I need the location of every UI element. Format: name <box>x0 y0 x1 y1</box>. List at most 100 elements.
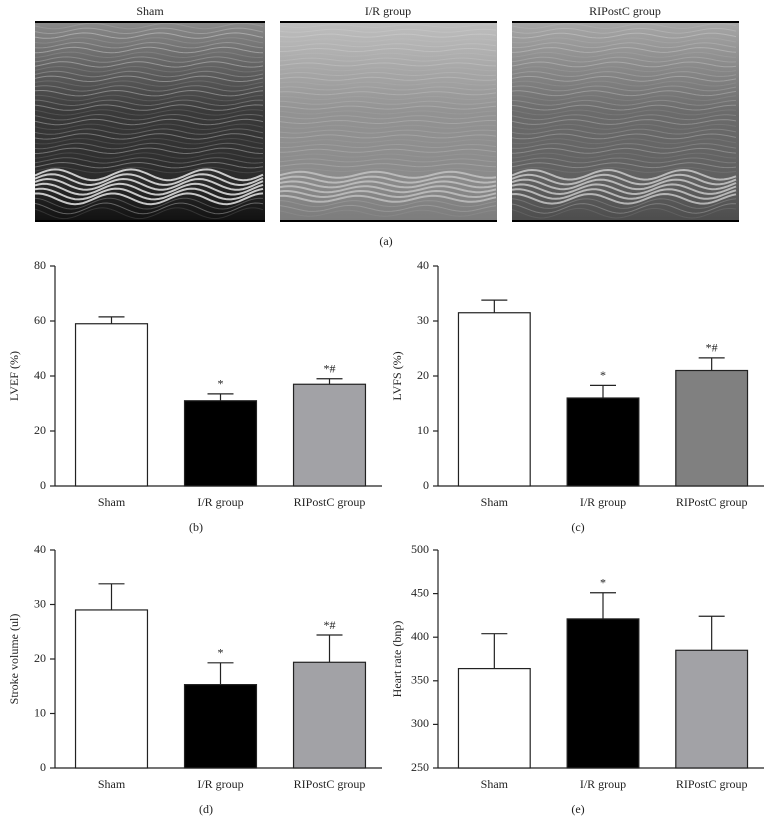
echo-trace <box>511 56 737 63</box>
x-tick-label: RIPostC group <box>294 777 366 791</box>
echo-trace <box>511 162 737 169</box>
echo-trace <box>511 90 737 97</box>
x-tick-label: RIPostC group <box>676 777 748 791</box>
echo-trace <box>279 129 497 134</box>
echo-trace <box>511 138 737 145</box>
echo-trace <box>511 192 737 205</box>
echo-trace <box>34 168 264 182</box>
bar <box>292 383 367 487</box>
echo-trace <box>34 75 264 83</box>
x-tick-label: I/R group <box>197 777 243 791</box>
x-tick-label: RIPostC group <box>294 495 366 509</box>
echo-trace <box>511 114 737 121</box>
bar <box>183 684 258 769</box>
echo-trace <box>279 163 497 168</box>
y-tick-label: 20 <box>34 651 46 665</box>
echo-trace <box>34 177 264 191</box>
echo-trace <box>279 115 496 120</box>
x-tick-label: Sham <box>98 777 126 791</box>
y-tick-label: 40 <box>34 542 46 556</box>
echo-trace <box>279 209 497 217</box>
annotation: * <box>600 368 606 382</box>
echo-trace <box>279 43 497 48</box>
echo-image <box>280 22 497 222</box>
echo-trace <box>34 56 264 63</box>
caption: (b) <box>189 520 203 534</box>
echo-trace <box>279 105 497 110</box>
echo-trace <box>511 123 737 130</box>
echo-trace <box>279 52 497 57</box>
echo-trace <box>34 173 264 187</box>
y-axis-label: LVEF (%) <box>7 351 21 401</box>
echo-trace <box>511 167 737 173</box>
echo-trace <box>511 178 737 191</box>
x-tick-label: Sham <box>481 777 509 791</box>
x-tick-label: Sham <box>98 495 126 509</box>
echo-trace <box>511 71 737 77</box>
y-tick-label: 300 <box>411 716 429 730</box>
echo-trace <box>511 152 737 159</box>
echo-trace <box>511 157 737 164</box>
echo-trace <box>279 189 497 199</box>
echo-trace <box>34 41 264 49</box>
echo-trace <box>34 118 264 126</box>
echo-trace <box>34 182 264 196</box>
echo-trace <box>279 28 497 33</box>
x-tick-label: I/R group <box>580 495 626 509</box>
echo-trace <box>34 65 264 73</box>
y-tick-label: 0 <box>423 478 429 492</box>
echo-trace <box>279 23 497 28</box>
x-tick-label: I/R group <box>197 495 243 509</box>
echo-trace <box>34 37 264 44</box>
caption: (a) <box>379 234 392 248</box>
y-tick-label: 350 <box>411 673 429 687</box>
y-tick-label: 500 <box>411 542 429 556</box>
annotation: * <box>218 377 224 391</box>
echo-image <box>512 22 739 222</box>
caption: (c) <box>571 520 584 534</box>
echo-trace <box>279 194 497 203</box>
echo-trace <box>34 157 264 164</box>
echo-trace <box>34 46 264 54</box>
echo-trace <box>279 48 497 53</box>
echo-trace <box>511 188 737 200</box>
x-tick-label: I/R group <box>580 777 626 791</box>
echo-trace <box>279 91 497 96</box>
bar <box>292 661 367 769</box>
echo-trace <box>511 147 737 154</box>
y-tick-label: 10 <box>34 705 46 719</box>
annotation: *# <box>706 341 718 355</box>
y-tick-label: 20 <box>417 368 429 382</box>
echo-trace <box>34 161 264 169</box>
bar <box>566 397 640 487</box>
echo-trace <box>279 148 497 153</box>
y-tick-label: 30 <box>417 313 429 327</box>
echo-trace <box>279 139 497 144</box>
echo-trace <box>279 175 497 184</box>
echo-trace <box>279 62 497 67</box>
bar <box>74 323 149 487</box>
echo-trace <box>34 80 264 87</box>
y-tick-label: 40 <box>417 258 429 272</box>
echo-trace <box>34 133 264 140</box>
echo-trace <box>511 99 737 106</box>
echo-trace <box>34 128 264 135</box>
echo-trace <box>279 204 497 212</box>
echo-trace <box>279 71 497 76</box>
echo-trace <box>279 180 497 189</box>
y-tick-label: 30 <box>34 596 46 610</box>
echo-trace <box>511 119 737 125</box>
y-tick-label: 250 <box>411 760 429 774</box>
echo-trace <box>34 142 264 150</box>
echo-trace <box>279 67 497 72</box>
echo-trace <box>279 76 497 81</box>
echo-trace <box>34 32 264 39</box>
echo-trace <box>279 81 497 86</box>
echo-trace <box>279 38 497 43</box>
echo-trace <box>34 207 264 220</box>
echo-trace <box>511 85 737 92</box>
echo-trace <box>279 170 497 179</box>
echo-trace <box>279 33 497 38</box>
y-tick-label: 80 <box>34 258 46 272</box>
echo-trace <box>34 104 264 111</box>
